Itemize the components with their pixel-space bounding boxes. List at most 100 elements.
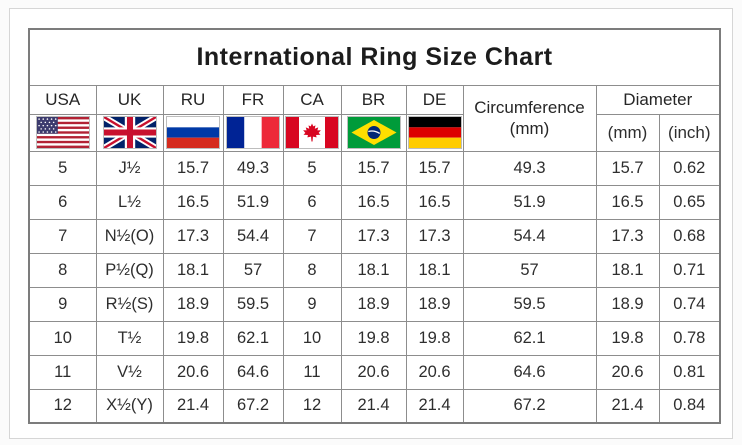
table-cell: 17.3 — [162, 218, 224, 254]
table-cell: 57 — [462, 252, 597, 288]
table-row: 12 X½(Y) 21.4 67.2 12 21.4 21.4 67.2 21.4 0.84 — [28, 388, 721, 424]
table-cell: 67.2 — [222, 388, 284, 424]
outer-frame: International Ring Size Chart USA UK RU … — [9, 8, 733, 439]
table-cell: 0.84 — [658, 388, 721, 424]
table-cell: 17.3 — [340, 218, 407, 254]
table-cell: 18.1 — [340, 252, 407, 288]
table-cell: 59.5 — [462, 286, 597, 322]
table-cell: 18.1 — [405, 252, 464, 288]
column-header-circumference: Circumference (mm) — [462, 84, 597, 152]
table-cell: 54.4 — [462, 218, 597, 254]
table-cell: 18.9 — [405, 286, 464, 322]
table-cell: 49.3 — [222, 150, 284, 186]
table-cell: 18.9 — [595, 286, 660, 322]
circumference-unit: (mm) — [509, 119, 550, 138]
column-header-ca: CA — [282, 84, 342, 115]
table-row: 8 P½(Q) 18.1 57 8 18.1 18.1 57 18.1 0.71 — [28, 252, 721, 288]
table-cell: 21.4 — [162, 388, 224, 424]
table-row: 7 N½(O) 17.3 54.4 7 17.3 17.3 54.4 17.3 0.68 — [28, 218, 721, 254]
column-header-br: BR — [340, 84, 407, 115]
uk-flag-icon — [102, 116, 157, 149]
table-cell: 0.74 — [658, 286, 721, 322]
table-cell: 21.4 — [340, 388, 407, 424]
table-cell: 20.6 — [162, 354, 224, 390]
table-cell: 19.8 — [405, 320, 464, 356]
table-cell: 16.5 — [162, 184, 224, 220]
table-cell: 20.6 — [595, 354, 660, 390]
brazil-flag-icon — [346, 116, 401, 149]
russia-flag-icon — [166, 116, 220, 149]
table-cell: 49.3 — [462, 150, 597, 186]
table-cell: 10 — [28, 320, 97, 356]
column-header-diameter: Diameter — [595, 84, 721, 115]
table-cell: 15.7 — [340, 150, 407, 186]
table-cell: 18.1 — [595, 252, 660, 288]
table-cell: 64.6 — [222, 354, 284, 390]
table-cell: 15.7 — [162, 150, 224, 186]
germany-flag-cell — [405, 113, 464, 152]
table-cell: 12 — [28, 388, 97, 424]
table-cell: 51.9 — [222, 184, 284, 220]
table-cell: J½ — [95, 150, 164, 186]
table-cell: 0.62 — [658, 150, 721, 186]
table-cell: 15.7 — [595, 150, 660, 186]
title-row: International Ring Size Chart — [28, 28, 721, 86]
table-cell: 21.4 — [405, 388, 464, 424]
table-cell: 18.1 — [162, 252, 224, 288]
table-cell: 17.3 — [405, 218, 464, 254]
table-cell: 18.9 — [162, 286, 224, 322]
table-cell: 17.3 — [595, 218, 660, 254]
france-flag-icon — [226, 116, 280, 149]
circumference-label: Circumference — [474, 97, 585, 117]
table-cell: 51.9 — [462, 184, 597, 220]
table-cell: 5 — [28, 150, 97, 186]
table-cell: 16.5 — [405, 184, 464, 220]
russia-flag-cell — [162, 113, 224, 152]
table-cell: 9 — [28, 286, 97, 322]
table-cell: L½ — [95, 184, 164, 220]
table-row: 11 V½ 20.6 64.6 11 20.6 20.6 64.6 20.6 0.81 — [28, 354, 721, 390]
table-cell: 21.4 — [595, 388, 660, 424]
uk-flag-cell — [95, 113, 164, 152]
table-cell: 8 — [28, 252, 97, 288]
table-cell: 11 — [282, 354, 342, 390]
canada-flag-icon — [285, 116, 339, 149]
usa-flag-icon — [35, 116, 90, 149]
country-codes-row: USA UK RU FR CA BR DE Circumference (mm)… — [28, 84, 721, 152]
column-header-uk: UK — [95, 84, 164, 115]
table-row: 6 L½ 16.5 51.9 6 16.5 16.5 51.9 16.5 0.65 — [28, 184, 721, 220]
germany-flag-icon — [407, 116, 462, 149]
table-row: 9 R½(S) 18.9 59.5 9 18.9 18.9 59.5 18.9 0.74 — [28, 286, 721, 322]
table-cell: 10 — [282, 320, 342, 356]
table-cell: 19.8 — [162, 320, 224, 356]
table-cell: 16.5 — [595, 184, 660, 220]
table-cell: T½ — [95, 320, 164, 356]
ring-size-table-body: 5 J½ 15.7 49.3 5 15.7 15.7 49.3 15.7 0.62 6 L½ 16.5 5… — [28, 150, 721, 424]
table-cell: 57 — [222, 252, 284, 288]
table-cell: 7 — [282, 218, 342, 254]
table-cell: P½(Q) — [95, 252, 164, 288]
table-cell: 20.6 — [340, 354, 407, 390]
column-header-diameter-inch: (inch) — [658, 113, 721, 152]
brazil-flag-cell — [340, 113, 407, 152]
table-cell: 20.6 — [405, 354, 464, 390]
table-cell: 15.7 — [405, 150, 464, 186]
column-header-diameter-mm: (mm) — [595, 113, 660, 152]
table-cell: 5 — [282, 150, 342, 186]
table-cell: 0.71 — [658, 252, 721, 288]
table-cell: 18.9 — [340, 286, 407, 322]
table-cell: V½ — [95, 354, 164, 390]
column-header-usa: USA — [28, 84, 97, 115]
table-cell: 59.5 — [222, 286, 284, 322]
page-title: International Ring Size Chart — [28, 28, 721, 86]
ring-size-table: International Ring Size Chart USA UK RU … — [28, 28, 722, 424]
column-header-fr: FR — [222, 84, 284, 115]
table-cell: 0.65 — [658, 184, 721, 220]
table-cell: 67.2 — [462, 388, 597, 424]
flags-row: (mm) (inch) — [28, 113, 721, 152]
table-cell: 0.78 — [658, 320, 721, 356]
table-cell: 54.4 — [222, 218, 284, 254]
table-cell: 62.1 — [222, 320, 284, 356]
column-header-ru: RU — [162, 84, 224, 115]
